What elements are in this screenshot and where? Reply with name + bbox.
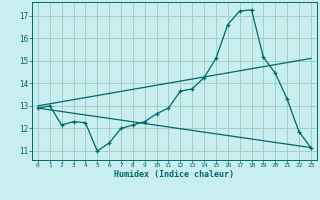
X-axis label: Humidex (Indice chaleur): Humidex (Indice chaleur) <box>115 170 234 179</box>
